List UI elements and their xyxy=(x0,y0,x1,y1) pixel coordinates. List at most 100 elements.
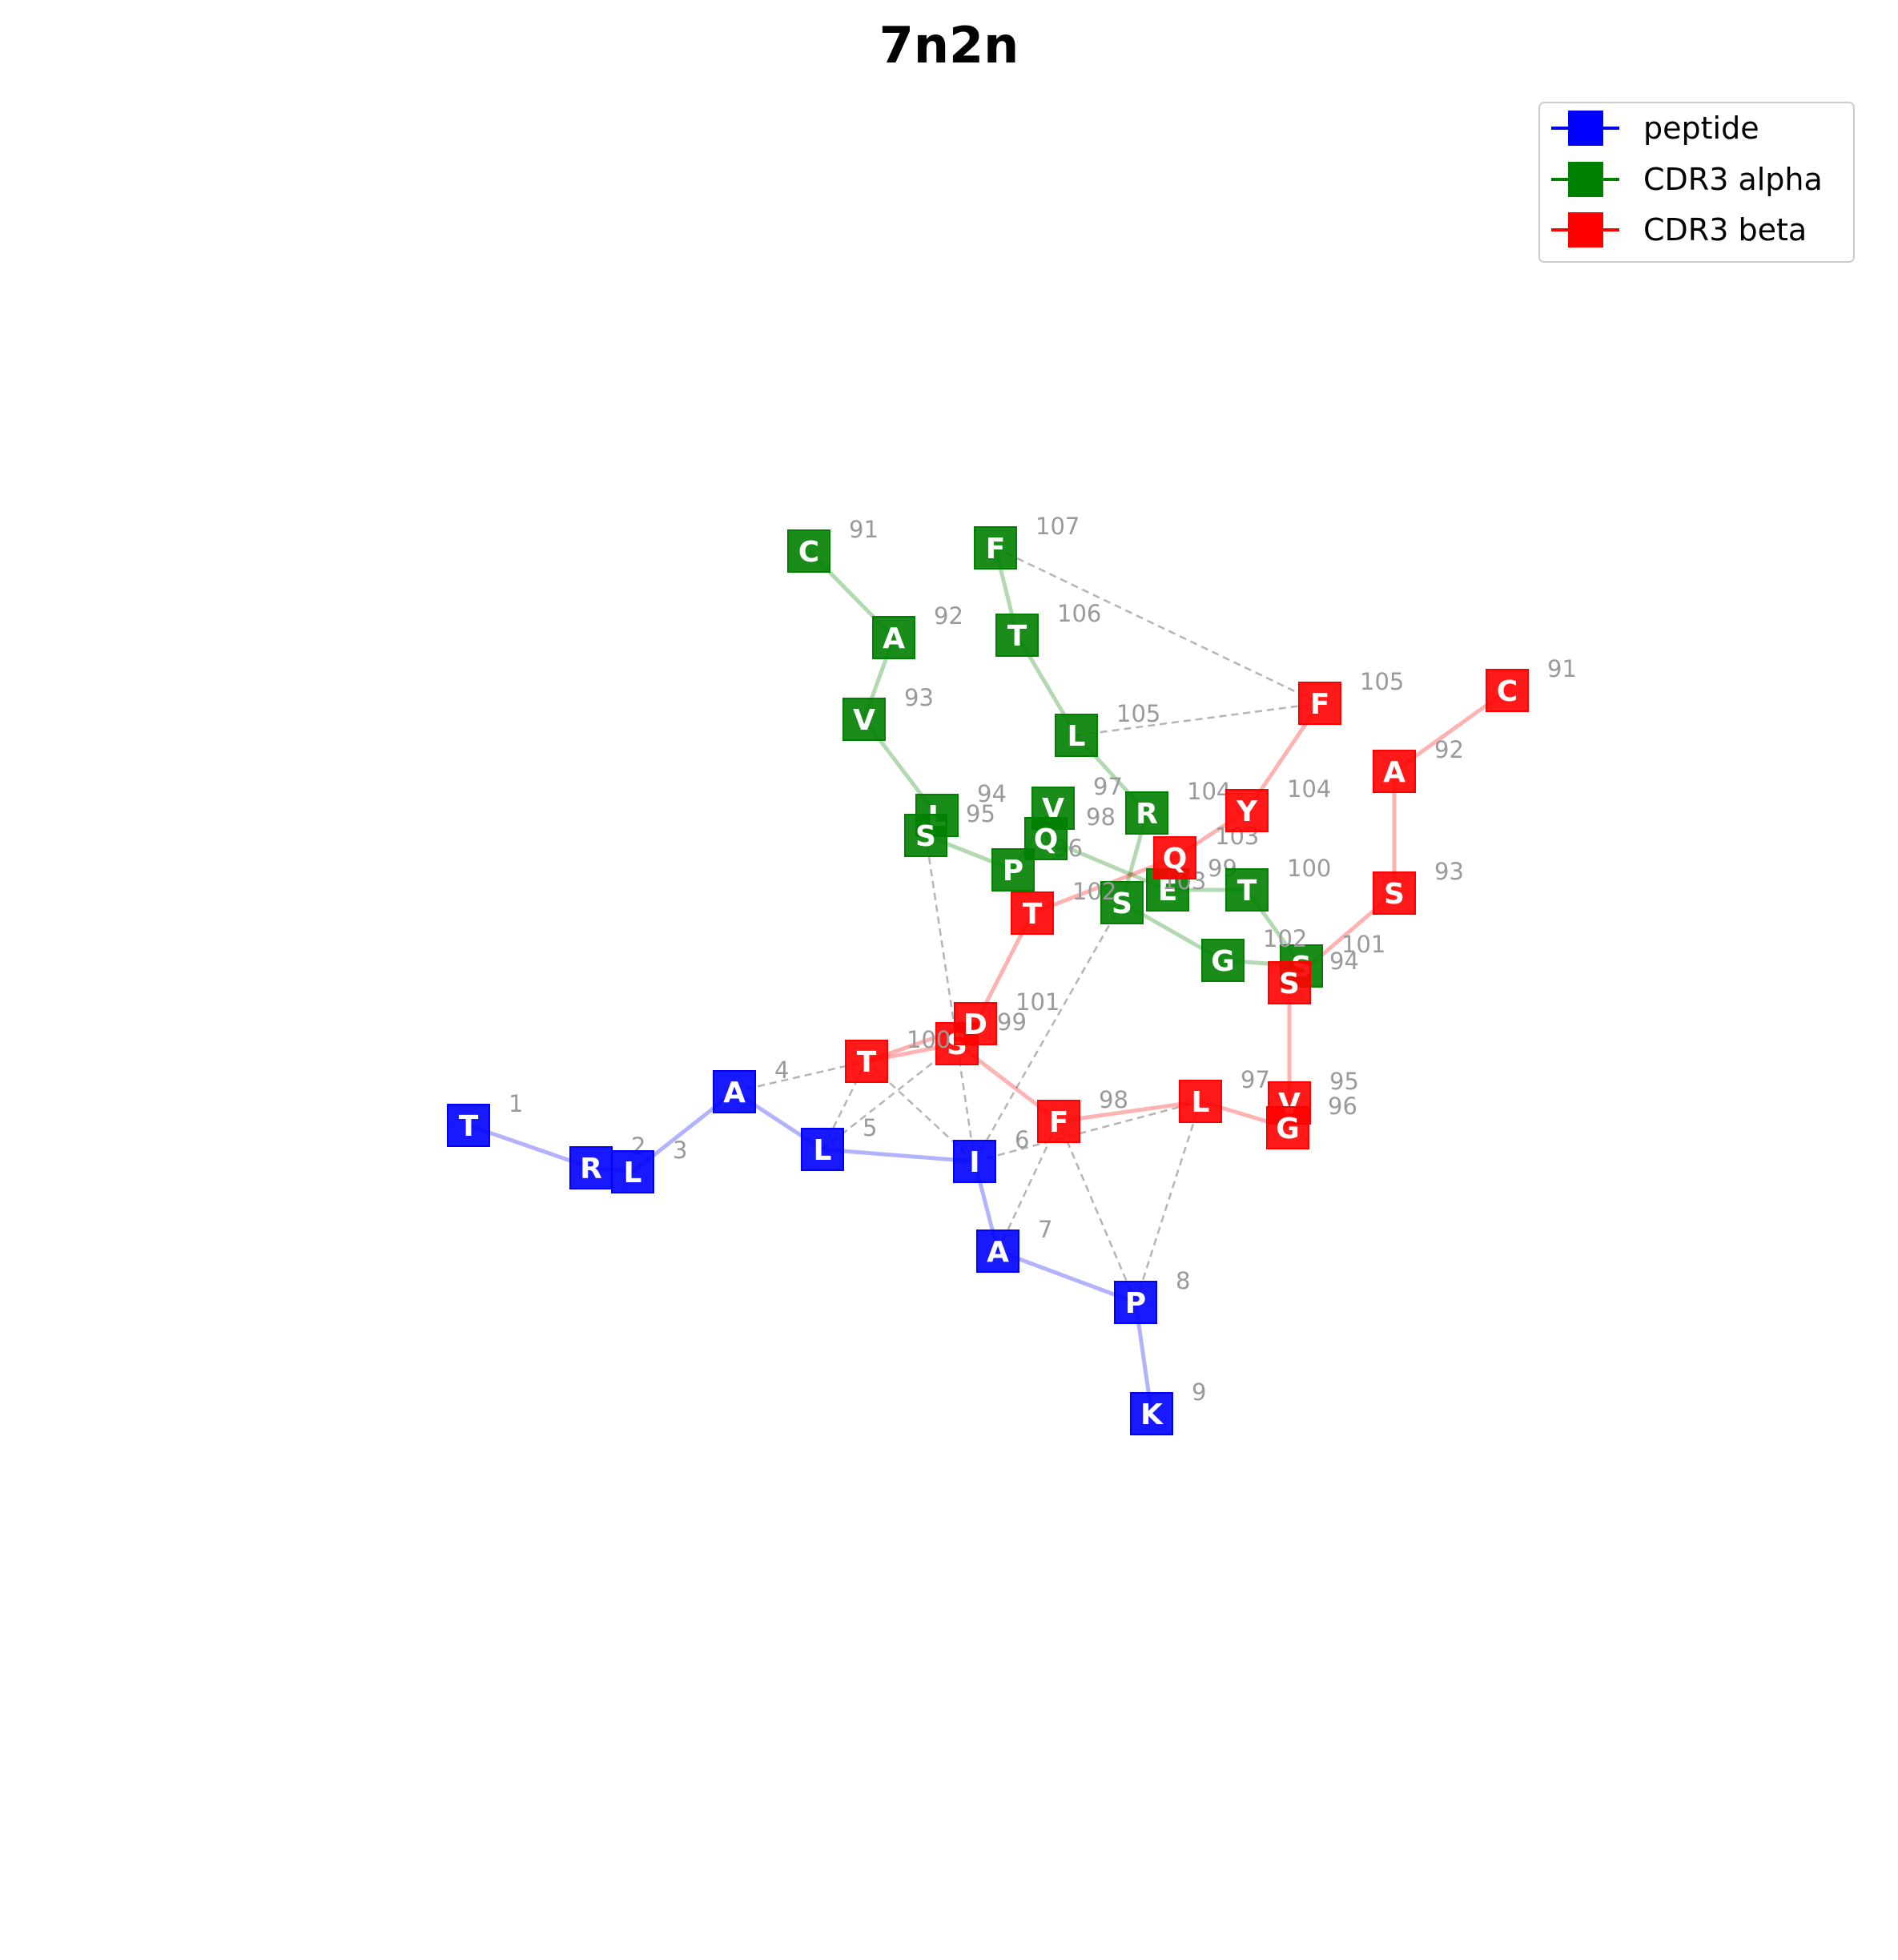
residue-letter: T xyxy=(459,1110,479,1143)
residue-node-peptide-4: A4 xyxy=(713,1056,789,1113)
residue-number: 100 xyxy=(1287,855,1331,882)
residue-number: 98 xyxy=(1099,1086,1128,1113)
residue-node-alpha-95: S 95 xyxy=(904,800,995,857)
residue-box xyxy=(447,1104,490,1147)
contact-line xyxy=(973,902,1124,1162)
residue-letter: F xyxy=(986,533,1006,565)
chart-title: 7n2n xyxy=(879,16,1019,74)
legend-label-cdr3-beta: CDR3 beta xyxy=(1643,212,1807,248)
residue-number: 94 xyxy=(1329,948,1359,975)
residue-letter: S xyxy=(1112,887,1132,920)
residue-letter: S xyxy=(1279,968,1300,1000)
contact-line xyxy=(974,1100,1201,1163)
legend-entry-peptide: peptide xyxy=(1551,111,1759,146)
residue-box xyxy=(1486,669,1529,712)
residue-box xyxy=(1373,750,1416,793)
residue-box xyxy=(974,526,1017,569)
residue-letter: A xyxy=(723,1077,746,1109)
residue-box xyxy=(953,1140,996,1183)
residue-box xyxy=(1179,1080,1222,1123)
residue-letter: C xyxy=(798,536,819,569)
residue-node-beta-96: G 96 xyxy=(1266,1093,1357,1149)
residue-number: 104 xyxy=(1287,775,1331,803)
contact-line xyxy=(734,1060,867,1093)
residue-box xyxy=(787,529,830,573)
residue-letter: A xyxy=(883,622,905,655)
residue-letter: K xyxy=(1140,1399,1164,1431)
residue-box xyxy=(995,614,1039,657)
residue-box xyxy=(1130,1392,1173,1435)
residue-letter: I xyxy=(969,1146,979,1179)
residue-box xyxy=(1037,1100,1080,1143)
residue-letter: P xyxy=(1125,1287,1146,1320)
backbone-lines xyxy=(468,547,1509,1415)
legend-label-cdr3-alpha: CDR3 alpha xyxy=(1643,162,1823,197)
residue-number: 97 xyxy=(1093,773,1123,800)
residue-box xyxy=(1373,871,1416,915)
residue-node-beta-93: S 93 xyxy=(1373,858,1464,915)
residue-letter: Y xyxy=(1236,795,1258,828)
legend: peptide CDR3 alpha CDR3 beta xyxy=(1538,102,1855,263)
residue-number: 107 xyxy=(1035,513,1080,540)
residue-box xyxy=(1201,939,1245,982)
residue-number: 92 xyxy=(934,602,963,630)
residue-node-beta-100: T 100 xyxy=(845,1026,951,1083)
residue-node-beta-98: F 98 xyxy=(1037,1086,1128,1143)
residue-node-alpha-104: R 104 xyxy=(1125,778,1231,835)
residue-number: 104 xyxy=(1187,778,1231,805)
residue-node-beta-105: F 105 xyxy=(1298,668,1404,725)
residue-letter: A xyxy=(987,1236,1009,1269)
residue-box xyxy=(1055,714,1098,757)
residue-nodes: T1R2L3A4L5I6A7P8K9C91A92V93L94S95P96V97Q… xyxy=(447,513,1577,1435)
residue-letter: C xyxy=(1497,675,1518,708)
contact-line xyxy=(1057,1121,1137,1303)
residue-letter: L xyxy=(814,1134,832,1167)
residue-box xyxy=(611,1150,654,1193)
residue-number: 97 xyxy=(1241,1066,1270,1093)
residue-number: 93 xyxy=(1434,858,1464,885)
residue-number: 95 xyxy=(966,800,995,827)
residue-number: 102 xyxy=(1072,878,1116,905)
residue-node-alpha-98: Q 98 xyxy=(1024,803,1116,860)
residue-number: 7 xyxy=(1038,1216,1052,1243)
residue-number: 5 xyxy=(863,1114,877,1141)
residue-node-alpha-93: V 93 xyxy=(842,684,934,741)
residue-letter: G xyxy=(1276,1113,1300,1145)
contact-lines xyxy=(734,546,1321,1303)
residue-letter: G xyxy=(1211,945,1235,978)
residue-box xyxy=(801,1128,844,1171)
residue-box xyxy=(1153,836,1196,879)
residue-box xyxy=(1100,881,1144,924)
contact-line xyxy=(822,1043,958,1150)
residue-letter: E xyxy=(1158,875,1178,908)
residue-number: 6 xyxy=(1015,1126,1029,1153)
residue-letter: F xyxy=(1310,688,1330,721)
residue-number: 101 xyxy=(1015,988,1060,1016)
residue-node-peptide-3: L3 xyxy=(611,1137,687,1193)
residue-letter: Q xyxy=(1163,843,1188,875)
residue-box xyxy=(872,616,915,659)
residue-node-beta-94: S 94 xyxy=(1268,948,1359,1004)
residue-number: 100 xyxy=(907,1026,951,1053)
residue-box xyxy=(976,1230,1019,1273)
residue-box xyxy=(1268,961,1311,1004)
residue-letter: P xyxy=(1003,855,1023,887)
legend-frame xyxy=(1538,102,1855,263)
residue-letter: A xyxy=(1383,756,1405,789)
backbone-segment-beta xyxy=(1058,1099,1201,1124)
backbone-segment-peptide xyxy=(822,1147,975,1164)
residue-letter: Q xyxy=(1034,823,1059,856)
residue-letter: L xyxy=(624,1157,642,1189)
residue-number: 94 xyxy=(977,780,1007,807)
residue-node-peptide-5: L5 xyxy=(801,1114,877,1171)
residue-letter: T xyxy=(1237,875,1257,908)
residue-letter: F xyxy=(1049,1106,1069,1139)
residue-letter: V xyxy=(853,704,875,737)
residue-box xyxy=(1298,682,1341,725)
residue-box xyxy=(1266,1106,1309,1149)
residue-number: 3 xyxy=(673,1137,687,1164)
residue-box xyxy=(904,814,947,857)
legend-entry-cdr3-alpha: CDR3 alpha xyxy=(1551,162,1823,197)
